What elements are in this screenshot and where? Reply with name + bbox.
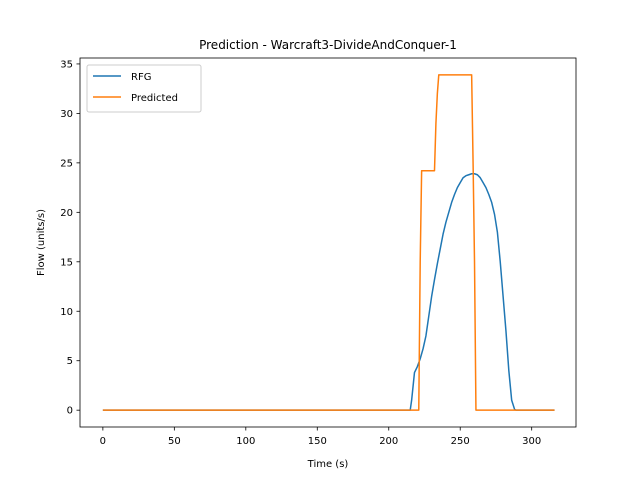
x-tick-label: 50 <box>168 436 181 447</box>
y-tick-label: 10 <box>60 307 73 318</box>
y-tick-label: 25 <box>60 158 73 169</box>
y-axis: 0 5 10 15 20 25 30 35 <box>60 59 80 417</box>
legend-label-predicted: Predicted <box>131 93 178 104</box>
x-tick-label: 150 <box>308 436 327 447</box>
series-line-rfg <box>102 173 555 411</box>
y-tick-label: 5 <box>67 356 73 367</box>
x-tick-label: 300 <box>522 436 541 447</box>
y-tick-label: 20 <box>60 208 73 219</box>
x-tick-label: 0 <box>100 436 106 447</box>
y-tick-label: 35 <box>60 59 73 70</box>
series-layer <box>102 74 555 411</box>
x-axis: 0 50 100 150 200 250 300 <box>100 427 541 447</box>
legend-label-rfg: RFG <box>131 72 151 83</box>
y-tick-label: 0 <box>67 406 73 417</box>
y-tick-label: 30 <box>60 109 73 120</box>
x-tick-label: 200 <box>379 436 398 447</box>
y-axis-label: Flow (units/s) <box>36 209 47 276</box>
legend: RFG Predicted <box>86 64 202 113</box>
x-tick-label: 250 <box>451 436 470 447</box>
chart-title: Prediction - Warcraft3-DivideAndConquer-… <box>199 38 457 52</box>
y-tick-label: 15 <box>60 257 73 268</box>
plot-frame <box>79 57 577 428</box>
x-tick-label: 100 <box>236 436 255 447</box>
x-axis-label: Time (s) <box>307 459 349 470</box>
series-line-predicted <box>102 74 555 411</box>
